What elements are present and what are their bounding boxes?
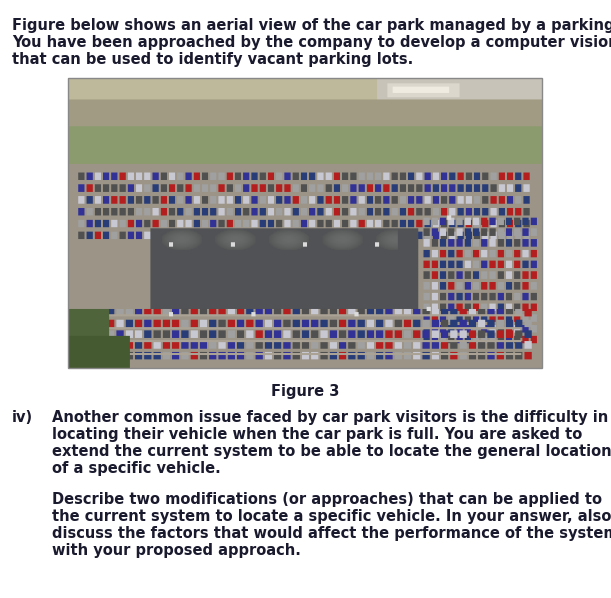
Text: discuss the factors that would affect the performance of the system: discuss the factors that would affect th… — [52, 526, 611, 541]
Text: iv): iv) — [12, 410, 33, 425]
Text: extend the current system to be able to locate the general location: extend the current system to be able to … — [52, 444, 611, 459]
Text: that can be used to identify vacant parking lots.: that can be used to identify vacant park… — [12, 52, 413, 67]
Text: locating their vehicle when the car park is full. You are asked to: locating their vehicle when the car park… — [52, 427, 582, 442]
Text: of a specific vehicle.: of a specific vehicle. — [52, 461, 221, 476]
Bar — [68, 78, 542, 368]
Text: with your proposed approach.: with your proposed approach. — [52, 543, 301, 558]
Text: Another common issue faced by car park visitors is the difficulty in: Another common issue faced by car park v… — [52, 410, 608, 425]
Text: Figure 3: Figure 3 — [271, 384, 339, 399]
Text: You have been approached by the company to develop a computer vision system: You have been approached by the company … — [12, 35, 611, 50]
Text: the current system to locate a specific vehicle. In your answer, also: the current system to locate a specific … — [52, 509, 611, 524]
Text: Describe two modifications (or approaches) that can be applied to: Describe two modifications (or approache… — [52, 492, 602, 507]
Text: Figure below shows an aerial view of the car park managed by a parking company.: Figure below shows an aerial view of the… — [12, 18, 611, 33]
